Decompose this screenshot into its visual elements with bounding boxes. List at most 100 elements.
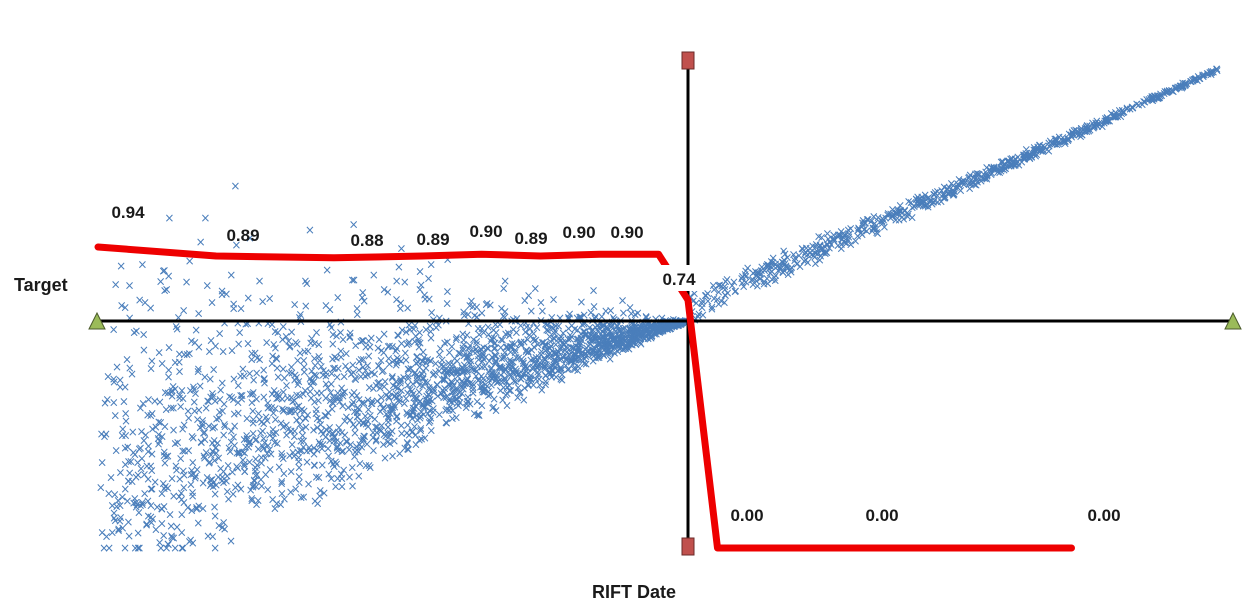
scatter-point: × [558, 326, 568, 340]
scatter-point: × [247, 396, 257, 410]
scatter-point: × [601, 304, 611, 318]
scatter-point: × [586, 334, 596, 348]
scatter-point: × [219, 418, 229, 432]
scatter-point: × [748, 278, 758, 292]
scatter-point: × [270, 341, 280, 355]
scatter-point: × [464, 346, 474, 360]
scatter-point: × [550, 355, 560, 369]
scatter-point: × [365, 460, 375, 474]
scatter-point: × [499, 380, 509, 394]
scatter-point: × [135, 293, 145, 307]
scatter-point: × [198, 502, 208, 516]
scatter-point: × [210, 509, 220, 523]
scatter-point: × [416, 423, 426, 437]
scatter-point: × [286, 405, 296, 419]
scatter-point: × [451, 333, 461, 347]
scatter-point: × [591, 332, 601, 346]
scatter-point: × [568, 341, 578, 355]
scatter-point: × [403, 369, 413, 383]
scatter-point: × [645, 325, 655, 339]
scatter-point: × [839, 235, 849, 249]
scatter-point: × [520, 294, 530, 308]
scatter-point: × [332, 457, 342, 471]
scatter-point: × [359, 396, 369, 410]
scatter-point: × [658, 317, 668, 331]
scatter-point: × [255, 353, 265, 367]
scatter-point: × [500, 362, 510, 376]
scatter-point: × [570, 360, 580, 374]
scatter-point: × [321, 391, 331, 405]
scatter-point: × [329, 460, 339, 474]
scatter-point: × [195, 420, 205, 434]
scatter-point: × [371, 434, 381, 448]
scatter-point: × [1134, 98, 1144, 112]
scatter-point: × [311, 403, 321, 417]
scatter-point: × [422, 396, 432, 410]
scatter-point: × [357, 334, 367, 348]
scatter-point: × [349, 385, 359, 399]
scatter-point: × [214, 405, 224, 419]
scatter-point: × [656, 324, 666, 338]
scatter-point: × [511, 364, 521, 378]
scatter-point: × [419, 288, 429, 302]
scatter-point: × [720, 279, 730, 293]
scatter-point: × [1140, 95, 1150, 109]
scatter-point: × [218, 465, 228, 479]
scatter-point: × [639, 332, 649, 346]
scatter-point: × [1149, 89, 1159, 103]
scatter-point: × [146, 361, 156, 375]
scatter-point: × [399, 370, 409, 384]
scatter-point: × [1008, 155, 1018, 169]
scatter-point: × [439, 385, 449, 399]
scatter-point: × [613, 335, 623, 349]
scatter-point: × [451, 411, 461, 425]
scatter-point: × [284, 405, 294, 419]
scatter-point: × [457, 374, 467, 388]
scatter-point: × [458, 327, 468, 341]
scatter-point: × [217, 284, 227, 298]
scatter-point: × [391, 380, 401, 394]
scatter-point: × [1087, 116, 1097, 130]
scatter-point: × [513, 368, 523, 382]
scatter-point: × [115, 499, 125, 513]
scatter-point: × [436, 387, 446, 401]
scatter-point: × [446, 363, 456, 377]
scatter-point: × [289, 430, 299, 444]
scatter-point: × [347, 398, 357, 412]
scatter-point: × [383, 285, 393, 299]
scatter-point: × [662, 321, 672, 335]
scatter-point: × [189, 395, 199, 409]
scatter-point: × [573, 345, 583, 359]
scatter-point: × [309, 368, 319, 382]
scatter-point: × [595, 347, 605, 361]
scatter-point: × [634, 327, 644, 341]
scatter-point: × [259, 390, 269, 404]
scatter-point: × [124, 529, 134, 543]
scatter-point: × [606, 344, 616, 358]
scatter-point: × [282, 391, 292, 405]
scatter-point: × [602, 344, 612, 358]
scatter-point: × [516, 338, 526, 352]
scatter-point: × [426, 411, 436, 425]
scatter-point: × [347, 273, 357, 287]
scatter-point: × [363, 414, 373, 428]
scatter-point: × [526, 353, 536, 367]
scatter-point: × [472, 345, 482, 359]
scatter-point: × [544, 365, 554, 379]
scatter-point: × [200, 370, 210, 384]
scatter-point: × [204, 345, 214, 359]
scatter-point: × [490, 354, 500, 368]
scatter-point: × [347, 388, 357, 402]
scatter-point: × [403, 418, 413, 432]
scatter-point: × [534, 351, 544, 365]
scatter-point: × [210, 394, 220, 408]
scatter-point: × [381, 388, 391, 402]
scatter-point: × [292, 388, 302, 402]
scatter-point: × [614, 329, 624, 343]
scatter-point: × [506, 340, 516, 354]
scatter-point: × [641, 317, 651, 331]
scatter-point: × [388, 403, 398, 417]
scatter-point: × [641, 320, 651, 334]
scatter-point: × [462, 373, 472, 387]
scatter-point: × [470, 309, 480, 323]
